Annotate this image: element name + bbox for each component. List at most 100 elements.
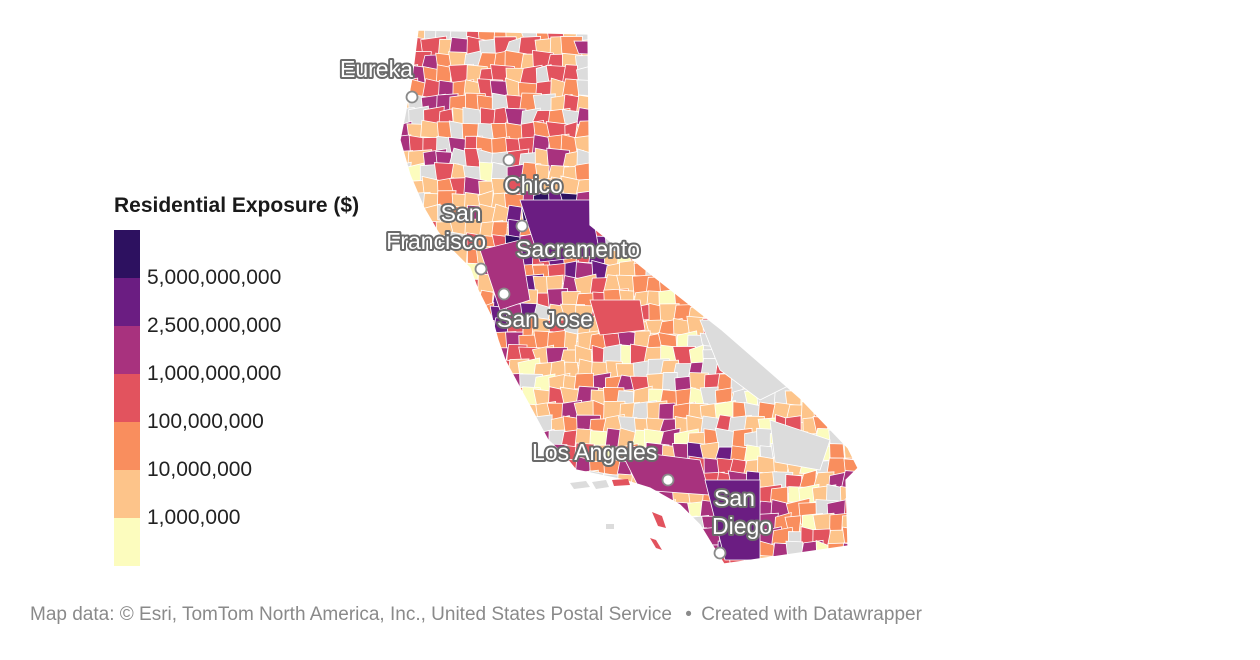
zip-region: [400, 484, 417, 506]
zip-region: [619, 38, 638, 64]
zip-region: [449, 316, 475, 343]
zip-region: [800, 373, 819, 395]
zip-region: [407, 291, 427, 310]
zip-region: [400, 318, 413, 338]
zip-region: [421, 386, 448, 406]
zip-region: [508, 512, 525, 533]
zip-region: [406, 404, 427, 422]
legend-swatch-2: [114, 278, 140, 326]
zip-region: [685, 557, 713, 564]
zip-region: [400, 331, 416, 354]
zip-region: [477, 360, 504, 382]
zip-region: [770, 95, 792, 114]
zip-region: [814, 149, 835, 168]
zip-region: [578, 540, 602, 559]
zip-region: [743, 178, 762, 202]
zip-region: [855, 78, 858, 99]
zip-region: [798, 343, 823, 363]
zip-region: [689, 133, 709, 162]
zip-region: [576, 148, 595, 166]
city-label-eureka: Eureka: [340, 56, 413, 82]
zip-region: [714, 119, 738, 147]
zip-region: [504, 557, 526, 564]
san-francisco-line-1: San: [441, 200, 482, 226]
zip-region: [532, 487, 556, 507]
zip-region: [699, 51, 727, 69]
zip-region: [616, 542, 637, 563]
zip-region: [760, 95, 777, 113]
zip-region: [617, 177, 636, 203]
zip-region: [407, 458, 432, 482]
zip-region: [785, 329, 807, 353]
zip-region: [560, 483, 586, 512]
zip-region: [423, 399, 441, 420]
zip-region: [462, 329, 490, 355]
zip-region: [631, 120, 650, 146]
zip-region: [491, 386, 517, 405]
zip-region: [841, 359, 858, 384]
zip-region: [757, 232, 779, 258]
zip-region: [436, 528, 456, 552]
zip-region: [659, 92, 679, 117]
zip-region: [840, 205, 858, 226]
zip-region: [630, 542, 653, 561]
chico-marker: [502, 153, 516, 167]
zip-region: [671, 179, 695, 197]
zip-region: [742, 93, 762, 115]
zip-region: [770, 195, 799, 211]
zip-region: [772, 63, 797, 86]
zip-region: [827, 93, 847, 112]
zip-region: [479, 316, 495, 340]
zip-region: [447, 401, 467, 419]
legend-swatch-3: [114, 326, 140, 374]
zip-region: [587, 542, 613, 559]
zip-region: [436, 316, 459, 344]
zip-region: [630, 204, 652, 222]
zip-region: [630, 554, 656, 564]
zip-region: [686, 147, 709, 172]
zip-region: [447, 263, 470, 286]
datawrapper-credit-link[interactable]: Created with Datawrapper: [701, 604, 922, 625]
zip-region: [659, 232, 683, 253]
zip-region: [506, 459, 525, 475]
zip-region: [602, 207, 624, 226]
zip-region: [533, 540, 560, 559]
zip-region: [857, 121, 858, 141]
zip-region: [812, 108, 835, 133]
zip-region: [576, 487, 596, 509]
zip-region: [856, 106, 858, 126]
zip-region: [714, 106, 735, 129]
zip-region: [493, 499, 518, 524]
zip-region: [490, 486, 518, 505]
zip-region: [602, 30, 628, 45]
zip-region: [854, 191, 858, 212]
zip-region: [745, 148, 769, 175]
zip-region: [814, 220, 832, 239]
zip-region: [462, 372, 487, 396]
zip-region: [813, 305, 840, 324]
zip-region: [783, 261, 806, 286]
zip-region: [489, 542, 514, 559]
zip-region: [840, 190, 858, 217]
zip-region: [659, 80, 687, 106]
zip-region: [419, 305, 446, 322]
zip-region: [799, 555, 822, 564]
zip-region: [436, 301, 460, 329]
zip-region: [577, 557, 602, 564]
zip-region: [713, 148, 736, 174]
zip-region: [434, 332, 460, 354]
zip-region: [546, 556, 572, 564]
zip-region: [546, 498, 571, 519]
zip-region: [643, 250, 665, 265]
zip-region: [784, 250, 804, 268]
zip-region: [839, 121, 858, 144]
zip-region: [574, 499, 601, 524]
zip-region: [811, 234, 836, 255]
zip-region: [438, 428, 455, 449]
zip-region: [741, 193, 770, 211]
zip-region: [475, 498, 497, 518]
zip-region: [603, 193, 624, 217]
zip-region: [463, 500, 488, 518]
zip-region: [687, 124, 713, 146]
zip-region: [827, 78, 849, 97]
